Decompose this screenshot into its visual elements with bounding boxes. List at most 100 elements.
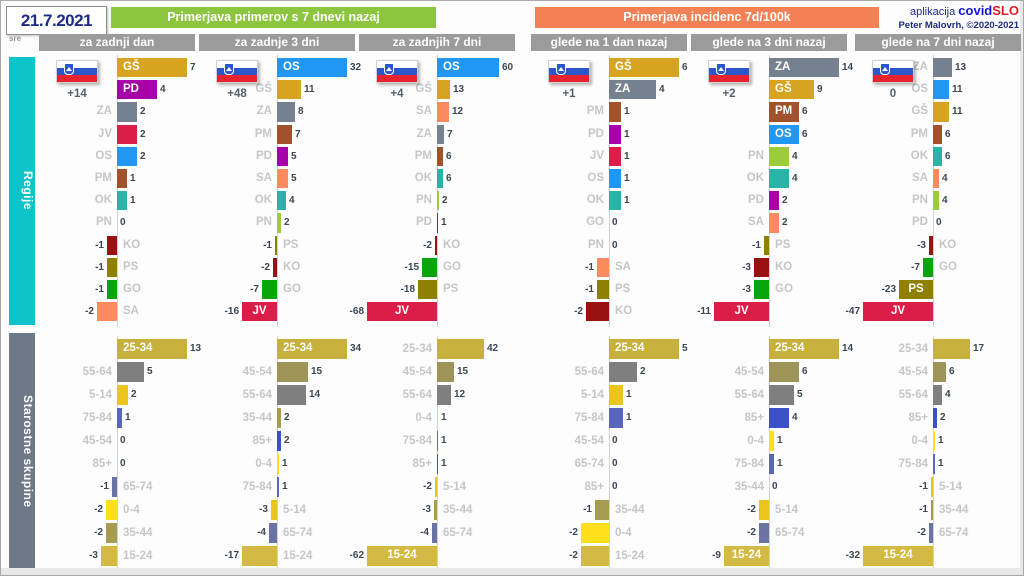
bar-value: 1 — [938, 458, 944, 469]
bar-GO — [923, 257, 933, 277]
bar-label: PM — [254, 127, 272, 140]
bar-row: 0-4 -2 — [533, 522, 687, 545]
credits: aplikacija covidSLO Peter Malovrh, ©2020… — [898, 4, 1019, 32]
date-box: 21.7.2021 — [6, 6, 107, 35]
weekday-label: sre — [9, 34, 22, 43]
bar-row: ZA 2 — [41, 101, 195, 123]
bar-row: 15-24 -9 — [693, 545, 847, 568]
bar-OK — [933, 146, 942, 166]
bar-35-44 — [931, 500, 933, 520]
bar-value: -68 — [349, 306, 364, 318]
bar-45-54 — [437, 362, 454, 382]
slovenia-flag-icon — [708, 60, 750, 83]
regions-chart-col2: OS 32 GŠ 11 ZA 8 PM 7 PD 5 SA 5 OK 4 PN 2 PS -1 KO -2 GO -7 JV… — [201, 55, 361, 328]
bar-row: 0-4 -2 — [41, 499, 195, 522]
bar-45-54 — [933, 362, 946, 382]
bar-label: SA — [416, 105, 432, 118]
bar-value: -2 — [747, 527, 756, 538]
bar-value: 1 — [282, 481, 288, 492]
bar-75-84 — [277, 477, 279, 497]
bar-PS — [418, 280, 437, 300]
bar-label: 5-14 — [775, 504, 799, 516]
bar-PD — [609, 124, 621, 144]
bar-value: 4 — [792, 412, 798, 423]
bar-label: 5-14 — [580, 389, 604, 401]
bar-row: SA -1 — [533, 257, 687, 279]
bar-row: 55-64 14 — [201, 384, 355, 407]
bar-label: JV — [97, 127, 112, 140]
bar-row: OK 6 — [361, 168, 515, 190]
bar-label: OS — [95, 149, 112, 162]
bar-SA — [769, 213, 779, 233]
bar-SA — [277, 169, 288, 189]
header-cases-comparison: Primerjava primerov s 7 dnevi nazaj — [111, 7, 436, 28]
bar-label: GO — [586, 216, 604, 229]
bar-value: 1 — [125, 412, 131, 423]
bar-GŠ — [609, 58, 679, 78]
bar-row: PM 1 — [41, 168, 195, 190]
bar-ZA — [117, 102, 137, 122]
bar-label: 25-34 — [123, 342, 153, 354]
ages-chart-col5: 25-34 14 45-54 6 55-64 5 85+ 4 0-4 1 75-84 1 35-44 0 5… — [693, 336, 853, 572]
bar-value: 6 — [945, 128, 951, 140]
bar-label: SA — [912, 172, 928, 184]
bar-row: 85+ 1 — [361, 453, 515, 476]
page-margin-bottom — [1, 568, 1023, 575]
bar-row: 75-84 1 — [41, 407, 195, 430]
bar-label: 25-34 — [775, 342, 805, 354]
bar-row: JV -16 — [201, 301, 355, 323]
bar-5-14 — [435, 477, 437, 497]
bar-value: 4 — [160, 84, 166, 96]
bar-value: -1 — [585, 284, 594, 295]
brand-covid: covid — [958, 3, 993, 18]
bar-value: 1 — [282, 458, 288, 469]
bar-row: ZA 7 — [361, 124, 515, 146]
bar-value: 7 — [190, 62, 196, 73]
bar-row: PS -23 — [857, 279, 1021, 301]
bar-label: PS — [443, 283, 459, 295]
bar-row: 15-24 -17 — [201, 545, 355, 568]
bar-label: 85+ — [92, 458, 112, 470]
bar-value: 1 — [441, 458, 447, 469]
bar-value: -4 — [257, 527, 266, 538]
bar-label: 65-74 — [939, 527, 969, 539]
bar-label: PS — [123, 260, 139, 273]
bar-25-34 — [277, 339, 347, 359]
bar-label: JV — [734, 305, 749, 318]
bar-5-14 — [271, 500, 277, 520]
bar-value: -3 — [422, 504, 431, 515]
bar-label: 5-14 — [939, 481, 963, 493]
bar-label: SA — [123, 305, 139, 318]
bar-value: 12 — [454, 389, 466, 400]
bar-25-34 — [933, 339, 970, 359]
bar-row: 35-44 -2 — [41, 522, 195, 545]
bar-value: 2 — [442, 195, 448, 207]
bar-value: 2 — [284, 412, 290, 423]
bar-15-24 — [724, 546, 769, 566]
bar-value: -1 — [263, 239, 272, 251]
national-total: +4 — [390, 88, 404, 100]
bar-15-24 — [367, 546, 437, 566]
bar-label: 65-74 — [574, 458, 604, 470]
bar-35-44 — [106, 523, 117, 543]
bar-value: 4 — [659, 84, 665, 96]
bar-row: GŠ 9 — [693, 79, 847, 101]
regions-chart-col1: GŠ 7 PD 4 ZA 2 JV 2 OS 2 PM 1 OK 1 PN 0 KO -1 PS -1 GO -1 SA -2… — [41, 55, 196, 328]
regions-chart-col6: ZA 13 OS 11 GŠ 11 PM 6 OK 6 SA 4 PN 4 PD 0 KO -3 GO -7 PS -23… — [846, 55, 1021, 328]
bar-row: SA 4 — [857, 168, 1021, 190]
bar-value: 4 — [792, 150, 798, 162]
bar-value: 42 — [487, 343, 499, 354]
bar-85+ — [437, 454, 438, 474]
bar-label: 15-24 — [283, 550, 313, 562]
bar-value: -2 — [261, 261, 270, 273]
page-margin-right — [1020, 1, 1023, 575]
bar-label: SA — [748, 216, 764, 229]
slovenia-flag-icon — [548, 60, 590, 83]
bar-value: -3 — [742, 261, 751, 273]
bar-row: GO -7 — [857, 257, 1021, 279]
bar-value: 5 — [291, 150, 297, 162]
bar-SA — [437, 102, 449, 122]
bar-value: 4 — [942, 195, 948, 207]
bar-value: 5 — [797, 389, 803, 400]
bar-0-4 — [933, 431, 935, 451]
